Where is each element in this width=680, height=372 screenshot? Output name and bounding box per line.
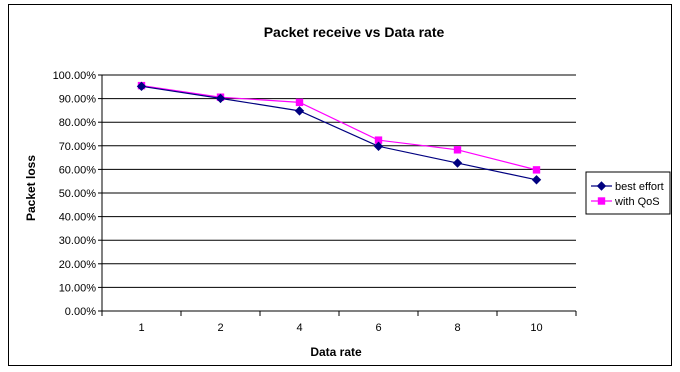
legend-box: [585, 171, 671, 215]
x-tick-label: 8: [454, 322, 460, 334]
y-tick-label: 90.00%: [59, 94, 97, 106]
legend-label: with QoS: [614, 196, 660, 208]
series-line: [141, 85, 537, 171]
y-tick-labels: 0.00% 10.00% 20.00% 30.00% 40.00% 50.00% 60.00…: [53, 70, 97, 318]
x-tick-label: 4: [296, 322, 302, 334]
y-tick-label: 50.00%: [59, 188, 97, 200]
x-tick-label: 10: [530, 322, 542, 334]
y-tick-label: 20.00%: [59, 259, 97, 271]
legend-marker: [597, 197, 606, 205]
data-point: [452, 158, 463, 168]
x-tick-label: 1: [138, 322, 144, 334]
x-tick-label: 6: [375, 322, 381, 334]
y-tick-label: 70.00%: [59, 141, 97, 153]
legend: best effort with QoS: [585, 171, 671, 215]
grid-lines: [102, 74, 576, 288]
y-tick-label: 100.00%: [53, 70, 97, 82]
data-point: [532, 166, 541, 174]
data-point: [373, 141, 384, 151]
y-tick-label: 80.00%: [59, 117, 97, 129]
data-point: [295, 98, 304, 107]
legend-label: best effort: [615, 181, 664, 193]
chart-title: Packet receive vs Data rate: [264, 24, 445, 40]
series-line: [141, 85, 537, 181]
x-tick-label: 2: [217, 322, 223, 334]
x-tick-labels: 1 2 4 6 8 10: [138, 322, 542, 334]
y-tick-label: 60.00%: [59, 164, 97, 176]
series-1: [137, 81, 541, 174]
data-point: [531, 175, 542, 185]
line-chart: Packet receive vs Data rate 0.00% 10.00% 2…: [24, 24, 671, 359]
y-tick-label: 40.00%: [59, 212, 97, 224]
data-point: [453, 146, 462, 154]
series-0: [136, 81, 542, 185]
y-tick-label: 10.00%: [59, 282, 97, 294]
legend-marker: [596, 181, 607, 191]
axes: [98, 74, 577, 316]
y-axis-title: Packet loss: [24, 155, 38, 221]
chart-frame: Packet receive vs Data rate 0.00% 10.00% 2…: [8, 4, 672, 366]
x-axis-title: Data rate: [310, 345, 362, 359]
data-point: [215, 93, 226, 104]
y-tick-label: 0.00%: [65, 306, 96, 318]
data-point: [136, 81, 147, 92]
y-tick-label: 30.00%: [59, 235, 97, 247]
data-point: [294, 106, 305, 116]
series-layer: [136, 81, 542, 185]
